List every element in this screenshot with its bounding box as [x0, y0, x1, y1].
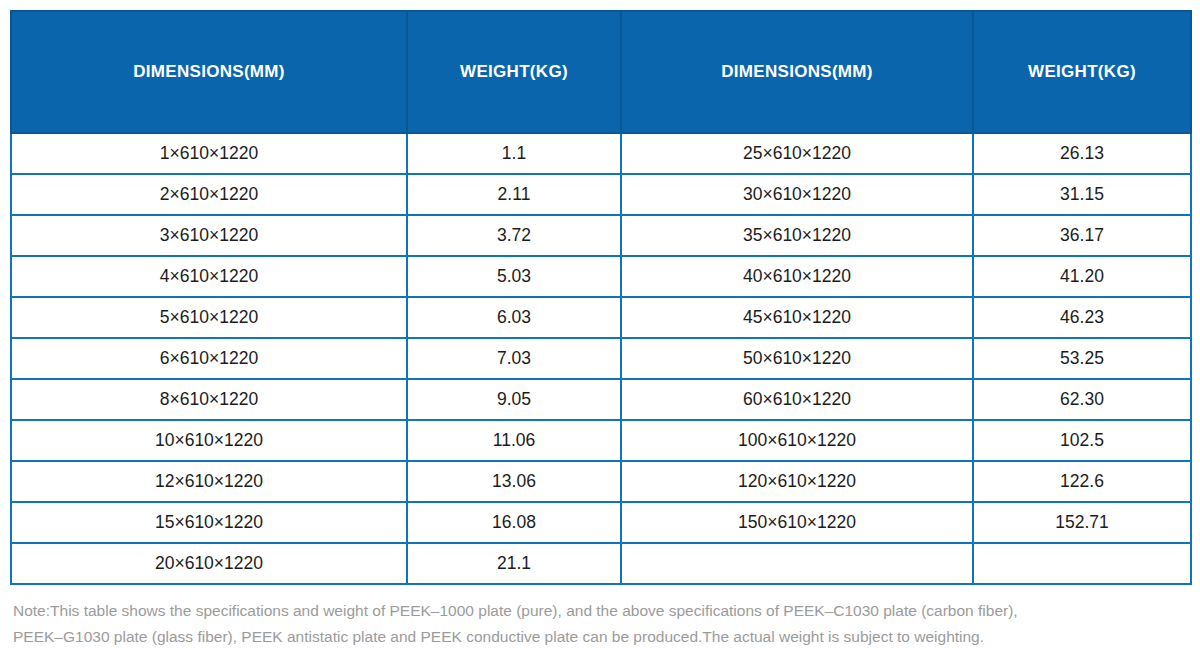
weight-cell: 53.25: [973, 338, 1191, 379]
dimensions-cell: 12×610×1220: [11, 461, 407, 502]
header-dimensions-left: DIMENSIONS(MM): [11, 11, 407, 133]
dimensions-cell: 60×610×1220: [621, 379, 973, 420]
dimensions-cell: 30×610×1220: [621, 174, 973, 215]
dimensions-cell: 50×610×1220: [621, 338, 973, 379]
weight-cell: 2.11: [407, 174, 621, 215]
weight-cell: 102.5: [973, 420, 1191, 461]
table-row: 1×610×12201.125×610×122026.13: [11, 133, 1191, 174]
table-header: DIMENSIONS(MM) WEIGHT(KG) DIMENSIONS(MM)…: [11, 11, 1191, 133]
header-weight-left: WEIGHT(KG): [407, 11, 621, 133]
weight-cell: 13.06: [407, 461, 621, 502]
weight-cell: 7.03: [407, 338, 621, 379]
spec-table: DIMENSIONS(MM) WEIGHT(KG) DIMENSIONS(MM)…: [10, 10, 1192, 585]
table-row: 20×610×122021.1: [11, 543, 1191, 584]
weight-cell: 31.15: [973, 174, 1191, 215]
weight-cell: 9.05: [407, 379, 621, 420]
dimensions-cell: 3×610×1220: [11, 215, 407, 256]
weight-cell: 26.13: [973, 133, 1191, 174]
table-row: 12×610×122013.06120×610×1220122.6: [11, 461, 1191, 502]
weight-cell: 36.17: [973, 215, 1191, 256]
table-row: 2×610×12202.1130×610×122031.15: [11, 174, 1191, 215]
dimensions-cell: 8×610×1220: [11, 379, 407, 420]
table-row: 5×610×12206.0345×610×122046.23: [11, 297, 1191, 338]
weight-cell: 3.72: [407, 215, 621, 256]
weight-cell: 122.6: [973, 461, 1191, 502]
table-body: 1×610×12201.125×610×122026.132×610×12202…: [11, 133, 1191, 584]
note-text: Note:This table shows the specifications…: [13, 598, 1190, 648]
dimensions-cell: 6×610×1220: [11, 338, 407, 379]
note-line-1: Note:This table shows the specifications…: [13, 598, 1190, 624]
header-weight-right: WEIGHT(KG): [973, 11, 1191, 133]
dimensions-cell: 100×610×1220: [621, 420, 973, 461]
table-row: 10×610×122011.06100×610×1220102.5: [11, 420, 1191, 461]
page: DIMENSIONS(MM) WEIGHT(KG) DIMENSIONS(MM)…: [0, 0, 1200, 648]
header-row: DIMENSIONS(MM) WEIGHT(KG) DIMENSIONS(MM)…: [11, 11, 1191, 133]
weight-cell: 21.1: [407, 543, 621, 584]
table-row: 3×610×12203.7235×610×122036.17: [11, 215, 1191, 256]
dimensions-cell: 15×610×1220: [11, 502, 407, 543]
table-row: 4×610×12205.0340×610×122041.20: [11, 256, 1191, 297]
dimensions-cell: 45×610×1220: [621, 297, 973, 338]
dimensions-cell: 25×610×1220: [621, 133, 973, 174]
table-row: 8×610×12209.0560×610×122062.30: [11, 379, 1191, 420]
header-dimensions-right: DIMENSIONS(MM): [621, 11, 973, 133]
weight-cell: 41.20: [973, 256, 1191, 297]
dimensions-cell: [621, 543, 973, 584]
weight-cell: 6.03: [407, 297, 621, 338]
dimensions-cell: 10×610×1220: [11, 420, 407, 461]
weight-cell: 62.30: [973, 379, 1191, 420]
dimensions-cell: 20×610×1220: [11, 543, 407, 584]
dimensions-cell: 5×610×1220: [11, 297, 407, 338]
dimensions-cell: 2×610×1220: [11, 174, 407, 215]
note-line-2: PEEK–G1030 plate (glass fiber), PEEK ant…: [13, 624, 1190, 648]
dimensions-cell: 150×610×1220: [621, 502, 973, 543]
weight-cell: [973, 543, 1191, 584]
weight-cell: 46.23: [973, 297, 1191, 338]
dimensions-cell: 120×610×1220: [621, 461, 973, 502]
dimensions-cell: 40×610×1220: [621, 256, 973, 297]
table-row: 6×610×12207.0350×610×122053.25: [11, 338, 1191, 379]
dimensions-cell: 4×610×1220: [11, 256, 407, 297]
dimensions-cell: 1×610×1220: [11, 133, 407, 174]
weight-cell: 1.1: [407, 133, 621, 174]
table-row: 15×610×122016.08150×610×1220152.71: [11, 502, 1191, 543]
weight-cell: 5.03: [407, 256, 621, 297]
weight-cell: 11.06: [407, 420, 621, 461]
dimensions-cell: 35×610×1220: [621, 215, 973, 256]
weight-cell: 152.71: [973, 502, 1191, 543]
weight-cell: 16.08: [407, 502, 621, 543]
